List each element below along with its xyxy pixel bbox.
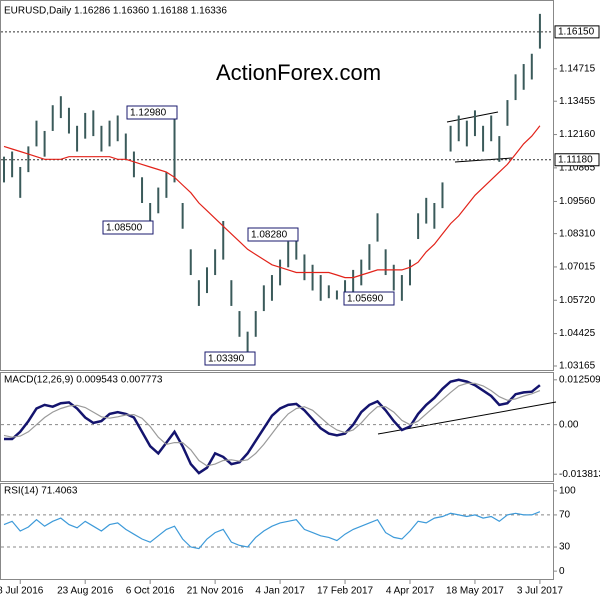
trendline bbox=[454, 157, 513, 163]
price-title: EURUSD,Daily 1.16286 1.16360 1.16188 1.1… bbox=[4, 6, 227, 17]
x-tick-label: 6 Oct 2016 bbox=[126, 586, 175, 597]
annotation-box bbox=[102, 220, 154, 235]
rsi-frame bbox=[0, 483, 554, 580]
series-line bbox=[4, 378, 541, 475]
annotation: 1.03390 bbox=[208, 354, 245, 365]
macd-frame bbox=[0, 372, 554, 482]
annotation: 1.12980 bbox=[130, 108, 167, 119]
x-tick-label: 21 Nov 2016 bbox=[187, 586, 244, 597]
annotation-box bbox=[247, 227, 299, 242]
price-frame bbox=[0, 0, 554, 371]
price-box bbox=[554, 25, 600, 39]
x-tick-label: 3 Jul 2017 bbox=[517, 586, 564, 597]
annotation-box bbox=[126, 105, 178, 120]
x-tick-label: 23 Aug 2016 bbox=[57, 586, 114, 597]
y-tick-label: 1.09560 bbox=[559, 196, 596, 207]
annotation: 1.05690 bbox=[347, 294, 384, 305]
x-tick-label: 18 May 2017 bbox=[446, 586, 504, 597]
trendline bbox=[446, 111, 499, 123]
y-tick-label: 0.012509 bbox=[559, 374, 600, 385]
y-tick-label: 1.13455 bbox=[559, 96, 596, 107]
series-line bbox=[3, 511, 541, 550]
annotation-box bbox=[343, 291, 395, 306]
rsi-title: RSI(14) 71.4063 bbox=[4, 486, 78, 497]
y-tick-label: 1.12160 bbox=[559, 129, 596, 140]
annotation-box bbox=[204, 351, 256, 366]
y-tick-label: 1.08310 bbox=[559, 228, 596, 239]
y-tick-label: 1.07015 bbox=[559, 262, 596, 273]
y-tick-label: 100 bbox=[559, 485, 576, 496]
y-tick-label: 0 bbox=[559, 566, 565, 577]
y-tick-label: 0.00 bbox=[559, 419, 579, 430]
y-tick-label: -0.013813 bbox=[559, 469, 600, 480]
y-tick-label: 70 bbox=[559, 510, 571, 521]
x-tick-label: 4 Jan 2017 bbox=[255, 586, 305, 597]
x-tick-label: 8 Jul 2016 bbox=[0, 586, 44, 597]
y-tick-label: 1.14715 bbox=[559, 63, 596, 74]
price-box bbox=[554, 153, 600, 167]
annotation: 1.08280 bbox=[251, 230, 288, 241]
annotation: 1.08500 bbox=[106, 223, 143, 234]
y-tick-label: 30 bbox=[559, 542, 571, 553]
series-line bbox=[3, 125, 541, 279]
y-tick-label: 1.05720 bbox=[559, 295, 596, 306]
y-tick-label: 1.03165 bbox=[559, 361, 596, 372]
y-tick-label: 1.10865 bbox=[559, 163, 596, 174]
x-tick-label: 4 Apr 2017 bbox=[386, 586, 435, 597]
series-line bbox=[3, 382, 541, 467]
watermark: ActionForex.com bbox=[216, 60, 381, 85]
y-tick-label: 1.04425 bbox=[559, 328, 596, 339]
macd-title: MACD(12,26,9) 0.009543 0.007773 bbox=[4, 375, 163, 386]
x-tick-label: 17 Feb 2017 bbox=[317, 586, 374, 597]
price-label: 1.11180 bbox=[558, 154, 593, 165]
price-label: 1.16150 bbox=[558, 27, 595, 38]
